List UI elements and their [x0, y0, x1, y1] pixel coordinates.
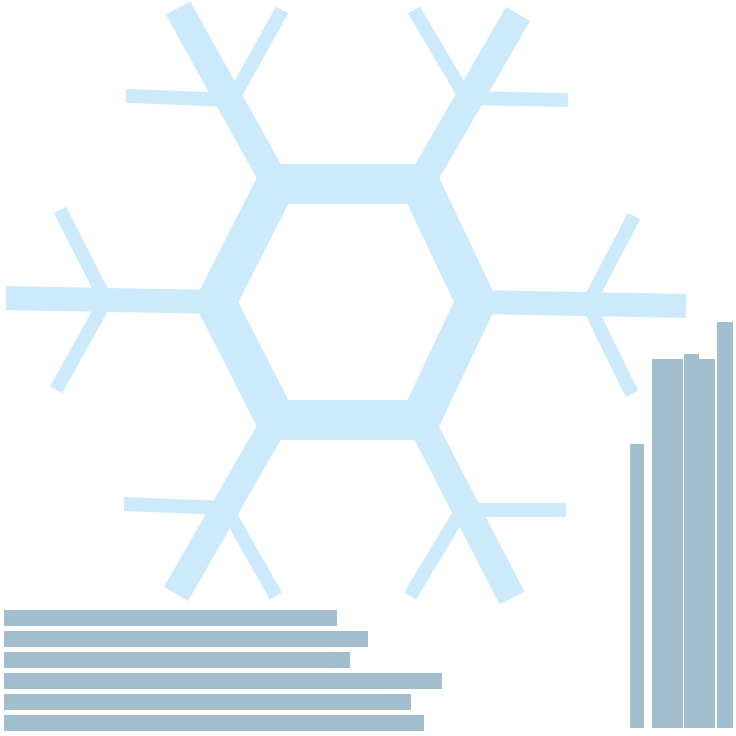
snowflake-branch — [581, 212, 641, 308]
horizontal-bar — [4, 610, 337, 626]
snowflake-hexagon — [193, 164, 499, 440]
snowflake-branch — [225, 6, 289, 104]
vertical-bar — [669, 359, 683, 728]
snowflake-branch — [404, 506, 468, 600]
snowflake-arm-bottom-right — [407, 413, 525, 605]
vertical-bar — [684, 354, 699, 728]
snowflake-branch — [581, 300, 639, 398]
snowflake-arm-top-right — [407, 7, 531, 191]
snowflake-arm-bottom-left — [163, 413, 289, 601]
vertical-bar — [699, 359, 715, 728]
snowflake-arm-top-left — [165, 1, 289, 191]
snowflake-branch — [465, 91, 569, 107]
horizontal-bar — [4, 673, 442, 689]
snowflake-branch — [219, 504, 283, 600]
horizontal-bar — [4, 694, 411, 710]
snowflake-branch — [53, 206, 113, 304]
vertical-bar — [630, 444, 644, 728]
snowflake-branch — [49, 296, 113, 394]
snowflake-branch — [123, 497, 227, 515]
snowflake-arm-right — [475, 290, 687, 318]
horizontal-bar — [4, 715, 424, 731]
snowflake-branch — [407, 6, 473, 102]
snowflake-arm-left — [5, 286, 217, 314]
horizontal-bar — [4, 631, 368, 647]
vertical-bar — [717, 322, 733, 728]
vertical-bar — [652, 359, 670, 728]
snowflake-branch — [125, 89, 233, 107]
snowflake-shape — [5, 1, 687, 605]
horizontal-bar — [4, 652, 350, 668]
